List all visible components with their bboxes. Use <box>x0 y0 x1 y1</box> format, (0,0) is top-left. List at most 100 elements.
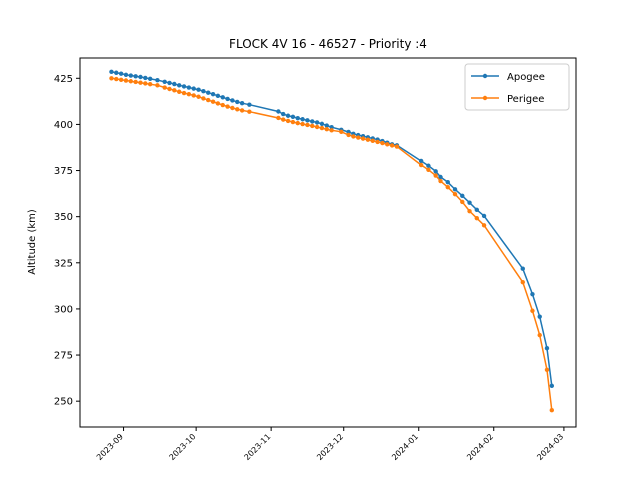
data-point-apogee <box>225 96 230 102</box>
data-point-apogee <box>295 115 300 121</box>
data-point-apogee <box>235 99 240 105</box>
data-point-perigee <box>305 122 310 128</box>
data-point-perigee <box>380 140 385 146</box>
data-point-apogee <box>474 207 479 213</box>
data-point-apogee <box>481 213 487 219</box>
data-point-apogee <box>300 117 305 122</box>
data-point-perigee <box>445 184 450 190</box>
data-point-apogee <box>319 121 325 127</box>
data-point-apogee <box>162 79 167 85</box>
data-point-perigee <box>365 137 371 142</box>
data-point-perigee <box>385 142 390 147</box>
data-point-apogee <box>544 346 550 351</box>
y-tick-label: 275 <box>54 351 73 362</box>
data-point-perigee <box>155 83 160 88</box>
y-tick-label: 300 <box>54 304 73 315</box>
data-point-perigee <box>196 94 201 99</box>
data-point-apogee <box>305 118 310 123</box>
data-point-apogee <box>426 163 431 168</box>
y-tick-label: 325 <box>54 258 73 269</box>
data-point-perigee <box>351 134 356 139</box>
data-point-perigee <box>460 199 465 205</box>
data-point-apogee <box>147 76 153 82</box>
data-point-apogee <box>467 200 472 205</box>
data-point-perigee <box>520 279 525 285</box>
data-point-perigee <box>467 208 472 214</box>
data-point-perigee <box>549 408 554 413</box>
data-point-perigee <box>172 88 177 93</box>
data-point-apogee <box>109 69 114 75</box>
data-point-perigee <box>123 78 129 83</box>
data-point-apogee <box>438 174 443 180</box>
data-point-perigee <box>206 97 211 103</box>
data-point-perigee <box>281 117 286 122</box>
data-point-apogee <box>138 74 143 80</box>
data-point-perigee <box>191 93 196 98</box>
data-point-apogee <box>324 123 329 128</box>
data-point-perigee <box>452 191 458 197</box>
data-point-perigee <box>220 102 225 108</box>
data-point-perigee <box>375 139 380 145</box>
data-point-perigee <box>285 118 291 124</box>
data-point-apogee <box>181 84 187 89</box>
data-point-perigee <box>181 90 187 96</box>
data-point-apogee <box>155 77 160 83</box>
data-point-perigee <box>370 138 375 144</box>
data-point-apogee <box>418 158 424 164</box>
data-point-apogee <box>530 291 535 297</box>
legend-label-apogee: Apogee <box>507 72 545 83</box>
series-layer <box>109 69 554 413</box>
data-point-perigee <box>201 96 206 101</box>
data-point-perigee <box>225 104 230 109</box>
data-point-apogee <box>285 113 291 118</box>
data-point-perigee <box>162 85 167 90</box>
data-point-apogee <box>118 71 124 76</box>
data-point-apogee <box>210 91 216 97</box>
data-point-apogee <box>128 73 134 78</box>
data-point-apogee <box>239 101 245 106</box>
data-point-perigee <box>186 91 192 97</box>
data-point-perigee <box>394 144 400 149</box>
data-point-perigee <box>474 215 479 221</box>
data-point-perigee <box>537 332 542 338</box>
data-point-perigee <box>210 99 216 104</box>
data-point-perigee <box>128 79 134 84</box>
legend-marker-apogee <box>482 73 488 79</box>
data-point-perigee <box>247 109 252 114</box>
data-point-perigee <box>481 223 487 228</box>
data-point-apogee <box>314 120 320 125</box>
data-point-apogee <box>133 74 138 79</box>
data-point-apogee <box>549 383 554 389</box>
data-point-perigee <box>133 79 138 85</box>
data-point-perigee <box>426 167 431 173</box>
legend-label-perigee: Perigee <box>507 94 544 105</box>
data-point-perigee <box>360 136 366 141</box>
data-point-perigee <box>114 76 119 82</box>
data-point-apogee <box>186 85 192 90</box>
data-point-perigee <box>314 124 320 130</box>
data-point-apogee <box>143 75 148 81</box>
data-point-apogee <box>215 93 221 99</box>
y-axis-label: Altitude (km) <box>27 209 38 275</box>
data-point-apogee <box>452 187 458 192</box>
data-point-perigee <box>138 80 143 85</box>
data-point-perigee <box>215 101 221 106</box>
y-tick-label: 350 <box>54 212 73 223</box>
data-point-apogee <box>201 89 206 94</box>
y-axis: 250 275 300 325 350 375 400 425 <box>54 74 80 408</box>
data-point-perigee <box>300 121 305 127</box>
y-tick-label: 250 <box>54 397 73 408</box>
y-tick-label: 425 <box>54 74 73 85</box>
data-point-perigee <box>433 173 438 178</box>
data-point-apogee <box>230 98 235 103</box>
data-point-perigee <box>167 86 172 92</box>
chart-title: FLOCK 4V 16 - 46527 - Priority :4 <box>229 37 427 51</box>
data-point-apogee <box>329 124 334 130</box>
data-point-perigee <box>389 143 395 148</box>
data-point-apogee <box>196 87 201 92</box>
data-point-perigee <box>544 367 550 373</box>
data-point-apogee <box>310 119 315 124</box>
data-point-apogee <box>290 114 296 120</box>
data-point-apogee <box>114 70 119 75</box>
